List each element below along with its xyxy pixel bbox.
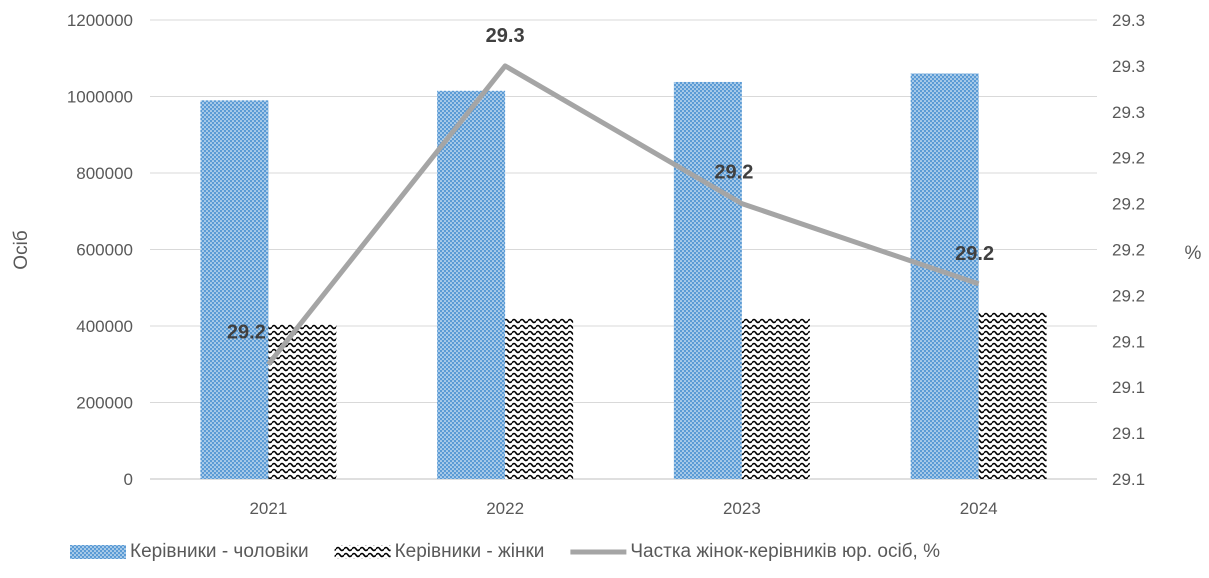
y2-tick-label: 29.3: [1112, 11, 1145, 30]
y-tick-label: 200000: [76, 394, 133, 413]
x-tick-label: 2024: [960, 499, 998, 518]
y2-tick-label: 29.2: [1112, 195, 1145, 214]
y2-tick-label: 29.1: [1112, 378, 1145, 397]
legend-swatch: [70, 545, 126, 559]
bar-women: [268, 324, 337, 479]
legend-label: Частка жінок-керівників юр. осіб, %: [630, 541, 940, 562]
bars: [200, 73, 1047, 480]
y-tick-label: 1200000: [67, 11, 133, 30]
y-axis-title: Осіб: [11, 230, 32, 270]
bar-men: [437, 90, 506, 479]
bar-men: [910, 73, 979, 480]
y2-tick-label: 29.2: [1112, 286, 1145, 305]
y2-tick-label: 29.2: [1112, 241, 1145, 260]
bar-men: [673, 81, 742, 479]
data-labels: 29.2 29.3 29.2 29.2: [227, 25, 994, 343]
legend-swatch: [334, 545, 391, 559]
share-line-path: [266, 63, 980, 366]
axes: 0 200000 400000 600000 800000 1000000 1200000 2…: [67, 11, 1145, 518]
y2-tick-label: 29.1: [1112, 332, 1145, 351]
x-tick-label: 2021: [249, 499, 287, 518]
bar-men: [200, 100, 269, 479]
y-tick-label: 0: [124, 470, 133, 489]
y2-tick-label: 29.3: [1112, 103, 1145, 122]
y-tick-label: 1000000: [67, 88, 133, 107]
y2-tick-label: 29.1: [1112, 470, 1145, 489]
y-tick-label: 800000: [76, 164, 133, 183]
bar-women: [505, 318, 574, 479]
y2-tick-label: 29.1: [1112, 424, 1145, 443]
bar-women: [741, 317, 810, 479]
line-data-label: 29.2: [227, 321, 266, 343]
x-tick-label: 2022: [486, 499, 524, 518]
line-data-label: 29.2: [955, 243, 994, 265]
legend-label: Керівники - жінки: [395, 541, 545, 562]
y2-tick-label: 29.3: [1112, 57, 1145, 76]
y2-axis-title: %: [1185, 243, 1202, 264]
y-tick-label: 400000: [76, 317, 133, 336]
y-tick-label: 600000: [76, 241, 133, 260]
line-data-label: 29.3: [486, 25, 525, 47]
legend-label: Керівники - чоловіки: [130, 541, 309, 562]
bar-women: [978, 311, 1047, 479]
y2-tick-label: 29.2: [1112, 149, 1145, 168]
x-tick-label: 2023: [723, 499, 761, 518]
line-data-label: 29.2: [714, 162, 753, 184]
share-line: [266, 63, 980, 366]
legend: Керівники - чоловіки Керівники - жінки Час…: [70, 541, 940, 562]
